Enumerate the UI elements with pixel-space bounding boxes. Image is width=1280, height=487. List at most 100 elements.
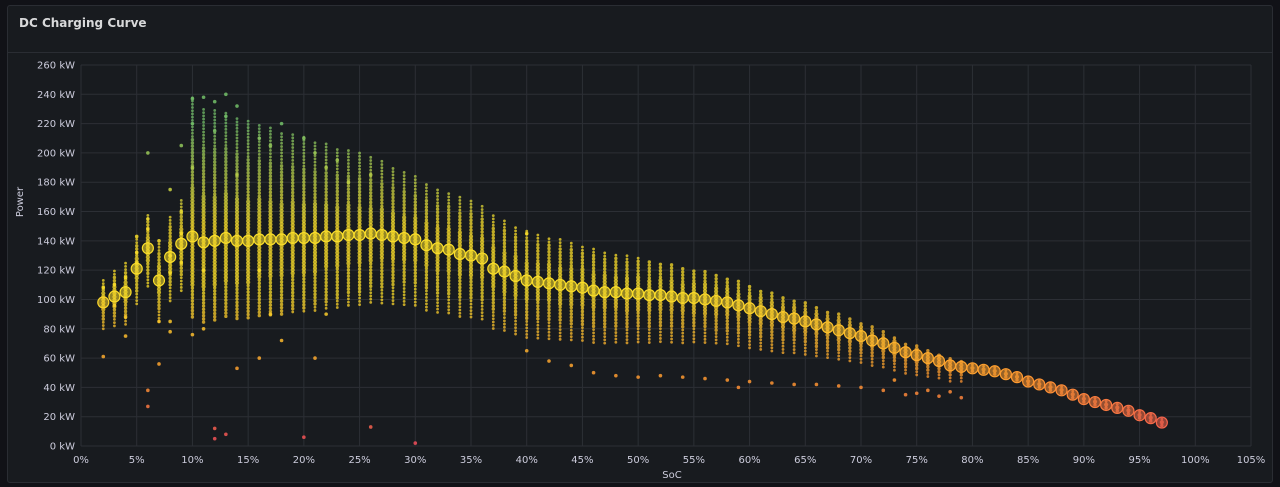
band-point xyxy=(312,256,318,261)
band-point xyxy=(391,186,395,190)
band-point xyxy=(379,246,384,251)
band-point xyxy=(747,326,752,331)
band-point xyxy=(469,225,473,229)
band-point xyxy=(569,270,574,275)
band-point xyxy=(101,324,105,327)
band-point xyxy=(179,249,184,255)
band-point xyxy=(246,312,250,317)
band-point xyxy=(614,334,618,338)
band-point xyxy=(291,133,295,137)
band-point xyxy=(468,240,474,245)
band-point xyxy=(591,279,596,284)
band-point xyxy=(347,165,350,169)
band-point xyxy=(223,211,228,216)
band-point xyxy=(279,309,284,313)
band-point xyxy=(368,222,373,228)
band-point xyxy=(402,225,407,230)
band-point xyxy=(268,222,273,227)
band-point xyxy=(268,199,273,205)
band-point xyxy=(224,150,228,154)
band-point xyxy=(302,309,306,313)
band-point xyxy=(447,311,451,315)
average-point xyxy=(353,228,366,242)
band-point xyxy=(379,220,384,225)
band-point xyxy=(792,338,796,342)
band-point xyxy=(647,324,651,329)
band-point xyxy=(223,275,228,280)
band-point xyxy=(257,313,261,318)
band-point xyxy=(391,292,395,296)
scatter-point xyxy=(101,285,106,290)
band-point xyxy=(502,309,507,313)
band-point xyxy=(157,258,161,262)
band-point xyxy=(201,310,206,315)
band-point xyxy=(658,323,663,328)
band-point xyxy=(792,341,796,345)
average-point xyxy=(230,234,244,247)
band-point xyxy=(357,196,362,200)
band-point xyxy=(658,310,663,315)
band-point xyxy=(391,170,395,174)
band-point xyxy=(580,319,585,323)
band-point xyxy=(101,314,105,318)
band-point xyxy=(391,296,395,299)
band-point xyxy=(179,272,183,277)
band-point xyxy=(379,217,384,222)
band-point xyxy=(213,144,217,148)
panel-title[interactable]: DC Charging Curve xyxy=(19,16,147,30)
band-point xyxy=(224,153,228,157)
band-point xyxy=(491,242,495,247)
band-point xyxy=(703,276,707,280)
band-point xyxy=(937,370,941,374)
band-point xyxy=(146,271,150,276)
band-point xyxy=(279,218,284,223)
band-point xyxy=(491,223,495,227)
band-point xyxy=(524,290,529,295)
band-point xyxy=(335,244,340,249)
band-point xyxy=(168,279,172,284)
band-point xyxy=(257,216,262,221)
band-point xyxy=(357,190,362,194)
band-point xyxy=(190,292,195,297)
band-point xyxy=(413,287,417,291)
band-point xyxy=(190,157,195,161)
band-point xyxy=(312,218,318,223)
band-point xyxy=(491,255,496,260)
band-point xyxy=(324,184,328,188)
band-point xyxy=(390,243,396,248)
band-point xyxy=(168,244,173,249)
band-point xyxy=(190,263,195,268)
band-point xyxy=(179,205,183,209)
band-point xyxy=(246,296,250,301)
band-point xyxy=(736,282,741,287)
band-point xyxy=(691,304,696,309)
average-point xyxy=(765,308,778,321)
band-point xyxy=(425,299,428,303)
band-point xyxy=(302,303,306,307)
x-tick-label: 15% xyxy=(237,455,259,466)
band-point xyxy=(814,331,819,336)
band-point xyxy=(558,250,562,254)
band-point xyxy=(313,147,317,151)
band-point xyxy=(536,249,540,253)
band-point xyxy=(268,287,273,291)
band-point xyxy=(425,292,428,296)
band-point xyxy=(201,165,206,170)
scatter-point xyxy=(190,121,195,126)
band-point xyxy=(792,299,796,303)
band-point xyxy=(324,171,328,175)
band-point xyxy=(737,344,740,348)
band-point xyxy=(190,282,195,287)
band-point xyxy=(268,206,273,211)
band-point xyxy=(235,133,239,137)
band-point xyxy=(280,138,283,142)
band-point xyxy=(234,251,240,257)
band-point xyxy=(603,267,607,271)
band-point xyxy=(536,252,540,257)
band-point xyxy=(324,155,328,159)
band-point xyxy=(369,165,373,169)
band-point xyxy=(591,308,596,313)
band-point xyxy=(536,246,540,250)
band-point xyxy=(235,307,239,311)
band-point xyxy=(168,228,172,232)
